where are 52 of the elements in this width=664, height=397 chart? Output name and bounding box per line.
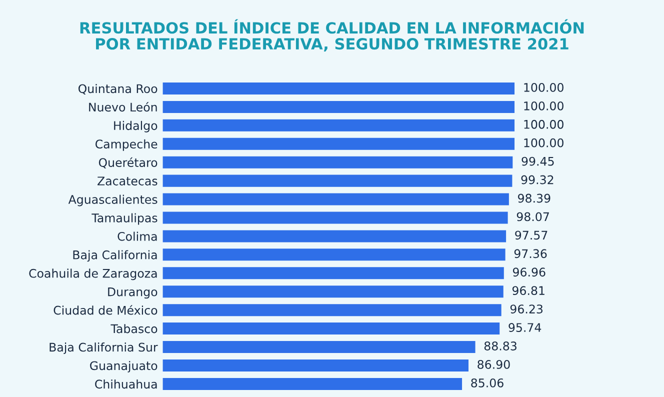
data-label: 85.06 bbox=[471, 378, 504, 388]
y-tick-label: Tabasco bbox=[110, 324, 158, 334]
bar bbox=[162, 378, 462, 390]
y-tick-label: Tamaulipas bbox=[92, 213, 158, 225]
bar bbox=[162, 82, 515, 94]
data-label: 100.00 bbox=[524, 82, 564, 92]
data-label: 97.36 bbox=[514, 249, 547, 258]
data-label: 98.39 bbox=[518, 194, 550, 203]
data-label: 86.90 bbox=[478, 360, 510, 369]
y-tick-label: Chihuahua bbox=[95, 379, 157, 389]
bar bbox=[162, 359, 468, 372]
data-label: 100.00 bbox=[524, 101, 564, 110]
y-tick-label: Durango bbox=[108, 287, 158, 299]
bar bbox=[162, 341, 476, 354]
data-label: 96.96 bbox=[512, 268, 546, 277]
bar bbox=[162, 100, 515, 113]
y-tick-label: Coahuila de Zaragoza bbox=[29, 268, 157, 280]
bar bbox=[162, 267, 504, 280]
y-tick-label: Baja California bbox=[73, 250, 157, 262]
bar bbox=[162, 119, 515, 132]
y-tick-label: Zacatecas bbox=[98, 176, 158, 186]
bar bbox=[162, 230, 506, 242]
y-tick-label: Baja California Sur bbox=[50, 342, 158, 354]
bar bbox=[162, 212, 508, 224]
y-tick-label: Ciudad de México bbox=[54, 305, 158, 315]
y-tick-label: Aguascalientes bbox=[68, 194, 158, 206]
data-label: 97.57 bbox=[515, 230, 548, 240]
bar bbox=[162, 248, 506, 261]
bar bbox=[162, 286, 504, 298]
y-tick-label: Hidalgo bbox=[114, 120, 158, 132]
data-label: 100.00 bbox=[524, 120, 564, 129]
bar bbox=[162, 156, 513, 168]
bar bbox=[162, 304, 502, 316]
chart-title: RESULTADOS DEL ÍNDICE DE CALIDAD EN LA INFORMACIÓN POR ENTIDAD FEDERATIVA, SEGUNDO TRIMESTRE 2021 bbox=[80, 19, 584, 52]
data-label: 96.81 bbox=[512, 286, 544, 296]
bar bbox=[162, 193, 509, 206]
data-label: 95.74 bbox=[508, 323, 542, 332]
y-tick-label: Colima bbox=[118, 232, 157, 241]
y-tick-label: Querétaro bbox=[98, 157, 158, 168]
bar bbox=[162, 174, 512, 187]
bar bbox=[162, 138, 515, 150]
data-label: 99.32 bbox=[521, 175, 554, 184]
data-label: 100.00 bbox=[524, 138, 564, 148]
data-label: 88.83 bbox=[484, 342, 516, 350]
data-label: 96.23 bbox=[510, 304, 543, 314]
data-label: 99.45 bbox=[522, 156, 554, 166]
data-label: 98.07 bbox=[516, 212, 549, 222]
y-tick-label: Quintana Roo bbox=[78, 84, 158, 94]
y-tick-label: Campeche bbox=[96, 139, 158, 151]
y-tick-label: Guanajuato bbox=[90, 361, 158, 372]
y-tick-label: Nuevo León bbox=[89, 102, 157, 112]
bar bbox=[162, 322, 500, 335]
